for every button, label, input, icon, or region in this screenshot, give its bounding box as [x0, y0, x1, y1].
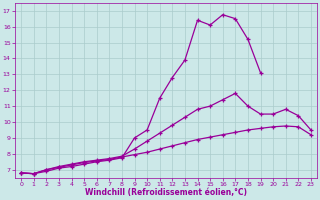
- X-axis label: Windchill (Refroidissement éolien,°C): Windchill (Refroidissement éolien,°C): [85, 188, 247, 197]
